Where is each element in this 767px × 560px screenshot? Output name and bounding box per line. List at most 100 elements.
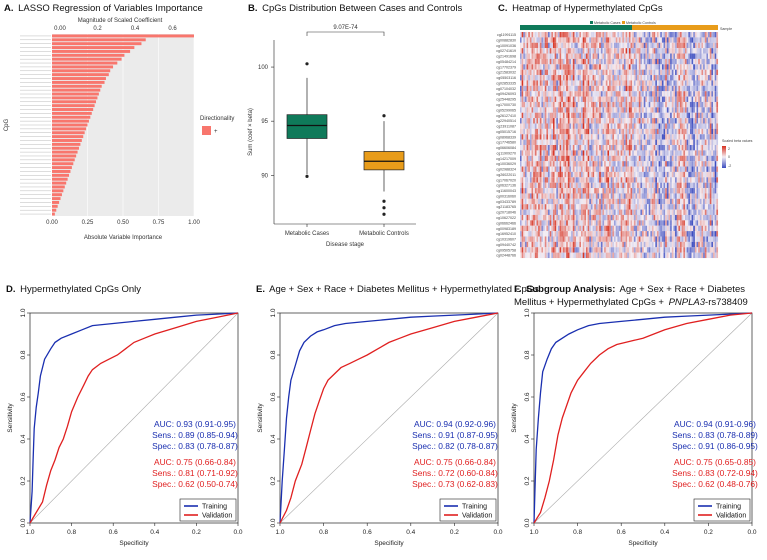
panel-c-heatmap-cell xyxy=(551,214,554,221)
panel-c-heatmap-cell xyxy=(582,118,585,124)
panel-c-heatmap-cell xyxy=(663,220,666,226)
panel-c-heatmap-cell xyxy=(521,96,524,102)
panel-c-heatmap-cell xyxy=(643,220,646,226)
panel-c-heatmap-cell xyxy=(671,198,674,205)
panel-c-heatmap-cell xyxy=(709,150,712,156)
panel-c-heatmap-cell xyxy=(647,64,649,70)
panel-c-heatmap-cell xyxy=(569,198,572,205)
panel-c-heatmap-cell xyxy=(572,225,575,232)
panel-c-heatmap-cell xyxy=(713,118,715,124)
panel-c-heatmap-cell xyxy=(572,32,575,38)
panel-c-heatmap-cell xyxy=(678,198,681,205)
panel-c-heatmap-cell xyxy=(708,107,710,113)
panel-c-heatmap-cell xyxy=(538,177,540,183)
panel-c-heatmap-cell xyxy=(523,225,525,232)
panel-c-heatmap-cell xyxy=(698,118,700,124)
panel-c-heatmap-cell xyxy=(680,166,682,172)
panel-c-heatmap-cell xyxy=(652,139,654,146)
panel-c-heatmap-cell xyxy=(523,177,525,183)
panel-c-heatmap-cell xyxy=(577,209,580,215)
panel-b-group-label: Metabolic Cases xyxy=(285,231,329,237)
panel-c-heatmap-cell xyxy=(615,53,618,59)
panel-c-heatmap-cell xyxy=(615,150,618,156)
panel-c-heatmap-cell xyxy=(526,118,529,124)
panel-c-heatmap-cell xyxy=(587,85,590,92)
panel-c-heatmap-cell xyxy=(539,128,542,135)
panel-c-heatmap-cell xyxy=(665,145,667,151)
panel-c-heatmap-cell xyxy=(586,80,588,86)
panel-c-heatmap-cell xyxy=(571,112,573,119)
panel-c-heatmap-cell xyxy=(569,128,572,135)
panel-c-heatmap-cell xyxy=(619,134,621,140)
panel-c-heatmap-cell xyxy=(656,171,659,178)
panel-c-heatmap-cell xyxy=(660,182,662,189)
panel-c-heatmap-cell xyxy=(541,209,544,215)
panel-c-heatmap-cell xyxy=(564,139,567,146)
panel-c-heatmap-cell xyxy=(708,48,710,54)
panel-c-heatmap-cell xyxy=(574,32,577,38)
panel-c-heatmap-cell xyxy=(637,145,639,151)
panel-c-heatmap-cell xyxy=(564,118,567,124)
panel-c-heatmap-cell xyxy=(543,96,545,102)
panel-c-heatmap-cell xyxy=(566,171,568,178)
panel-c-heatmap-cell xyxy=(637,123,639,129)
panel-c-heatmap-cell xyxy=(533,91,535,97)
panel-c-heatmap-cell xyxy=(628,204,631,210)
panel-c-heatmap-cell xyxy=(643,96,646,102)
panel-c-heatmap-cell xyxy=(579,42,582,49)
panel-c-heatmap-cell xyxy=(564,177,567,183)
panel-c-heatmap-cell xyxy=(711,53,714,59)
panel-c-heatmap-cell xyxy=(602,145,605,151)
panel-c-heatmap-cell xyxy=(581,48,583,54)
panel-c-heatmap-cell xyxy=(602,139,605,146)
panel-c-heatmap-cell xyxy=(622,204,624,210)
panel-c-heatmap-cell xyxy=(698,150,700,156)
panel-c-heatmap-cell xyxy=(696,220,699,226)
panel-c-heatmap-cell xyxy=(551,123,554,129)
panel-c-heatmap-cell xyxy=(676,231,679,237)
panel-c-heatmap-cell xyxy=(524,145,527,151)
panel-c-heatmap-cell xyxy=(660,32,662,38)
panel-c-heatmap-cell xyxy=(548,48,550,54)
panel-c-heatmap-cell xyxy=(534,123,537,129)
panel-c-heatmap-cell xyxy=(680,64,682,70)
panel-c-heatmap-cell xyxy=(642,225,644,232)
panel-c-heatmap-cell xyxy=(553,236,555,242)
panel-c-heatmap-cell xyxy=(528,247,530,253)
panel-c-heatmap-cell xyxy=(554,204,557,210)
panel-c-heatmap-cell xyxy=(579,198,582,205)
panel-c-heatmap-cell xyxy=(554,91,557,97)
panel-c-heatmap-cell xyxy=(635,37,638,43)
panel-c-heatmap-cell xyxy=(668,107,671,113)
panel-c-heatmap-cell xyxy=(693,214,695,221)
panel-c-heatmap-cell xyxy=(523,101,525,108)
panel-c-heatmap-cell xyxy=(544,150,547,156)
panel-c-heatmap-cell xyxy=(561,177,563,183)
panel-c-heatmap-cell xyxy=(556,177,558,183)
panel-c-heatmap-cell xyxy=(556,225,558,232)
panel-c-heatmap-cell xyxy=(551,128,554,135)
panel-c-heatmap-cell xyxy=(559,204,562,210)
panel-c-heatmap-cell xyxy=(581,134,583,140)
panel-c-heatmap-cell xyxy=(592,155,595,162)
panel-c-heatmap-cell xyxy=(538,37,540,43)
panel-c-heatmap-cell xyxy=(566,32,568,38)
panel-c-heatmap-cell xyxy=(638,58,641,65)
panel-c-heatmap-cell xyxy=(619,155,621,162)
panel-c-heatmap-cell xyxy=(567,37,570,43)
panel-c-heatmap-cell xyxy=(574,101,577,108)
panel-b-group-label: Metabolic Controls xyxy=(359,231,409,237)
panel-c-heatmap-cell xyxy=(541,107,544,113)
panel-c-heatmap-cell xyxy=(562,198,565,205)
panel-c-heatmap-cell xyxy=(546,204,549,210)
panel-c-heatmap-cell xyxy=(658,107,661,113)
panel-c-heatmap-cell xyxy=(661,112,664,119)
panel-c-heatmap-cell xyxy=(577,75,580,81)
panel-c-heatmap-cell xyxy=(630,101,633,108)
panel-c-heatmap-cell xyxy=(524,236,527,242)
panel-c-heatmap-cell xyxy=(538,112,540,119)
panel-c-heatmap-cell xyxy=(543,209,545,215)
panel-c-heatmap-cell xyxy=(656,128,659,135)
panel-c-heatmap-cell xyxy=(534,75,537,81)
panel-c-heatmap-cell xyxy=(714,161,717,167)
